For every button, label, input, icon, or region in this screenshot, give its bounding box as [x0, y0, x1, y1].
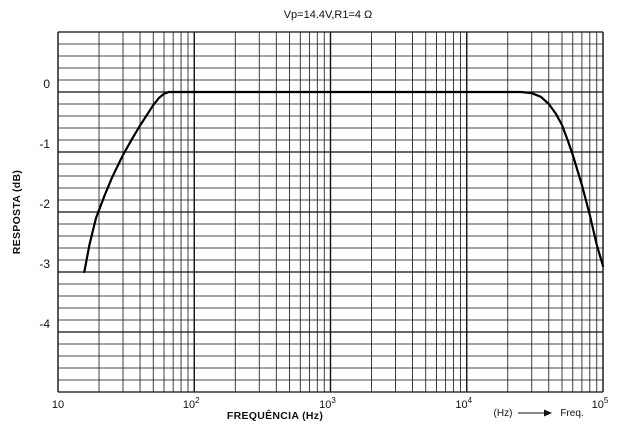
x-tick-label: 105 [592, 396, 609, 411]
hz-unit-note: (Hz) [494, 408, 513, 419]
y-tick-label: -4 [39, 317, 50, 331]
y-tick-label: -2 [39, 197, 50, 211]
y-tick-label: -3 [39, 257, 50, 271]
grid [57, 31, 604, 393]
freq-arrow-label: Freq. [560, 408, 583, 419]
x-axis-label: FREQUÊNCIA (Hz) [227, 409, 323, 422]
freq-arrow-head [544, 409, 552, 417]
response-curve [83, 90, 605, 274]
x-tick-label: 102 [183, 396, 200, 411]
x-tick-label: 103 [319, 396, 336, 411]
series-curve [83, 90, 605, 274]
y-tick-label: -1 [39, 137, 50, 151]
x-tick-label: 10 [52, 399, 64, 411]
y-tick-label: 0 [43, 77, 50, 91]
y-axis-label: RESPOSTA (dB) [11, 170, 23, 254]
x-tick-label: 104 [455, 396, 472, 411]
chart-title: Vp=14.4V,R1=4 Ω [284, 9, 373, 21]
